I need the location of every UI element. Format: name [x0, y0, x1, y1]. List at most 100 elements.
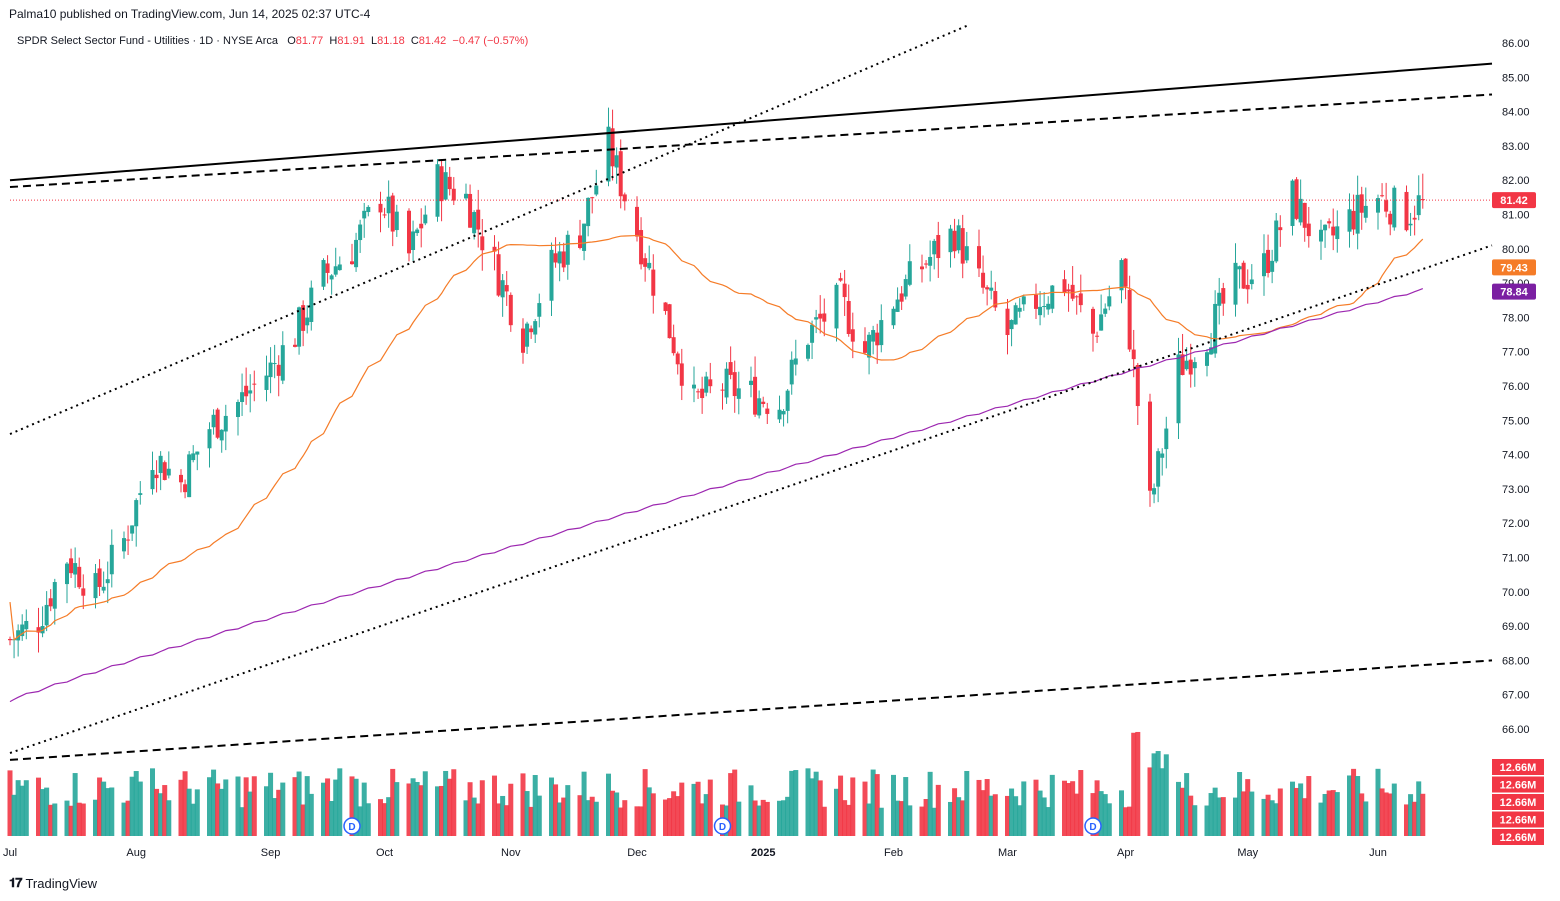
dividend-marker — [1084, 817, 1102, 835]
volume-bar — [129, 776, 135, 836]
volume-bar — [1119, 790, 1124, 836]
candle-body — [236, 401, 240, 418]
volume-tag-bg — [1492, 794, 1544, 810]
candle-body — [993, 291, 998, 308]
x-tick-label: Jun — [1369, 847, 1387, 859]
candle-body — [20, 624, 25, 637]
volume-bar — [793, 770, 799, 836]
candle-body — [158, 455, 163, 474]
candle-body — [362, 210, 367, 219]
volume-bar — [1391, 783, 1397, 836]
volume-bar — [7, 770, 13, 836]
candle-body — [358, 224, 363, 241]
volume-bar — [675, 796, 681, 836]
candle-body — [264, 375, 269, 390]
candle-body — [69, 558, 74, 574]
change-value: −0.47 (−0.57%) — [452, 35, 529, 47]
candle-body — [134, 500, 139, 527]
volume-bar — [268, 772, 274, 836]
volume-bar — [634, 806, 640, 836]
volume-bar — [557, 802, 563, 836]
volume-bar — [11, 794, 17, 836]
candle-body — [1306, 223, 1311, 237]
volume-bar — [813, 771, 819, 836]
volume-bar — [1379, 788, 1385, 836]
x-tick-label: Mar — [998, 847, 1017, 859]
volume-bar — [394, 782, 400, 836]
volume-bar — [679, 782, 685, 836]
candle-body — [875, 332, 880, 346]
candle-body — [863, 341, 867, 353]
volume-bar — [72, 773, 78, 836]
candle-body — [1388, 213, 1393, 225]
candle-body — [663, 302, 668, 312]
volume-bar — [1151, 753, 1157, 836]
volume-bar — [1355, 776, 1361, 836]
candle-body — [985, 287, 990, 290]
volume-bar — [699, 803, 705, 836]
candle-body — [700, 388, 705, 399]
volume-bar — [671, 791, 677, 836]
volume-tag-bg — [1492, 811, 1544, 828]
candle-body — [166, 468, 171, 476]
candle-body — [268, 362, 273, 378]
volume-bar — [68, 805, 74, 836]
candle-body — [1131, 349, 1136, 360]
candle-body — [1038, 306, 1043, 316]
candle-body — [419, 223, 424, 229]
candle-body — [1355, 194, 1360, 234]
volume-bar — [549, 777, 554, 836]
candle-body — [154, 474, 159, 479]
dividend-label: D — [348, 822, 355, 833]
x-tick-label: 2025 — [751, 847, 775, 859]
candle-body — [761, 401, 766, 405]
candle-body — [561, 251, 566, 268]
y-tick-label: 76.00 — [1502, 381, 1530, 393]
candle-body — [1119, 260, 1124, 291]
volume-bar — [23, 780, 29, 836]
volume-bar — [1208, 793, 1214, 836]
price-axis[interactable]: 86.0085.0084.0083.0082.0081.0080.0079.00… — [1502, 38, 1530, 736]
tradingview-brand[interactable]: 𝟏𝟕 TradingView — [9, 875, 97, 891]
candle-body — [765, 408, 770, 414]
volume-bar — [528, 806, 534, 836]
volume-bar — [64, 800, 70, 836]
candle-body — [647, 262, 652, 269]
volume-bar — [785, 796, 791, 836]
candle-body — [407, 210, 411, 254]
candle-body — [333, 266, 338, 275]
volume-bar — [382, 803, 388, 836]
volume-bar — [805, 768, 811, 836]
candle-body — [411, 231, 416, 251]
volume-bar — [663, 799, 668, 836]
y-tick-label: 83.00 — [1502, 141, 1530, 153]
candle-body — [590, 197, 595, 199]
volume-bar — [329, 800, 335, 836]
volume-bar — [1074, 793, 1080, 836]
volume-bar — [1245, 779, 1251, 836]
candle-body — [565, 234, 570, 265]
candle-body — [1335, 226, 1340, 240]
candle-body — [1233, 262, 1238, 305]
candle-body — [1262, 253, 1266, 277]
volume-bar — [492, 775, 497, 836]
candle-body — [162, 462, 167, 480]
dividend-label: D — [719, 822, 726, 833]
time-axis[interactable]: Jul Aug Sep Oct Nov Dec 2025 Feb Mar Apr May Jun — [3, 847, 1387, 859]
volume-bar — [52, 803, 58, 836]
candle-body — [529, 328, 534, 333]
ma-slow-line — [9, 288, 1424, 703]
candle-body — [207, 429, 212, 449]
volume-bar — [1176, 781, 1181, 836]
volume-tag-bg — [1492, 759, 1544, 775]
candle-body — [728, 362, 733, 375]
volume-bar — [1045, 807, 1051, 836]
candle-body — [806, 344, 810, 359]
volume-bar — [496, 803, 502, 836]
volume-bar — [178, 779, 184, 836]
volume-bar — [125, 800, 131, 836]
volume-bar — [618, 807, 624, 836]
volume-bar — [48, 804, 54, 836]
x-tick-label: Oct — [376, 847, 393, 859]
